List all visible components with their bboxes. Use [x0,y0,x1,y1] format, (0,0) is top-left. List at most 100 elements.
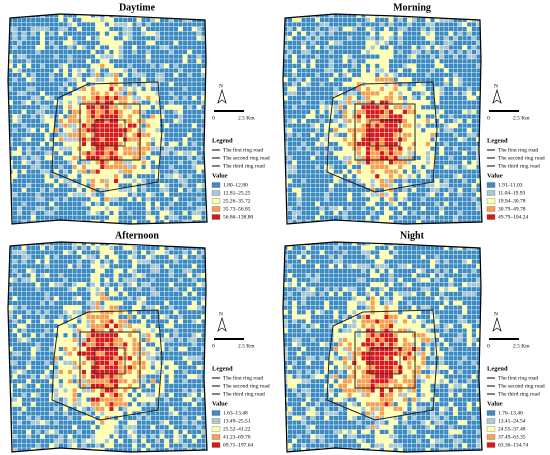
grid-cell [178,118,183,124]
grid-cell [76,424,82,430]
grid-cell [40,277,45,283]
grid-cell [196,91,202,96]
grid-cell [407,150,412,156]
grid-cell [63,397,68,403]
grid-cell [30,273,36,278]
grid-cell [81,109,87,115]
scale-label: 0 [487,115,490,121]
grid-cell [99,118,105,124]
grid-cell [379,127,385,133]
grid-cell [44,420,50,426]
grid-cell [26,374,32,380]
grid-cell [338,104,343,110]
grid-cell [356,72,362,78]
grid-cell [182,183,188,188]
grid-cell [44,443,50,449]
grid-cell [443,100,449,106]
grid-cell [168,72,174,78]
grid-cell [35,173,41,179]
grid-cell [201,225,206,230]
grid-cell [384,210,389,216]
grid-cell [49,406,55,412]
grid-cell [407,201,412,207]
grid-cell [296,63,302,69]
grid-cell [81,424,87,430]
grid-cell [164,14,170,18]
grid-cell [351,196,357,202]
grid-cell [30,388,36,393]
grid-cell [30,434,36,439]
grid-cell [67,397,73,403]
grid-cell [159,219,165,224]
grid-cell [118,178,124,184]
grid-cell [379,81,385,87]
grid-cell [49,259,55,265]
grid-cell [26,291,32,297]
grid-cell [63,268,68,274]
grid-cell [8,420,13,426]
grid-cell [347,160,353,165]
grid-cell [453,22,458,27]
grid-cell [338,63,343,69]
grid-cell [196,206,202,211]
grid-cell [63,374,68,380]
grid-cell [365,95,371,101]
grid-cell [393,72,399,78]
grid-cell [122,35,128,41]
grid-cell [118,146,124,152]
grid-cell [457,210,463,216]
grid-cell [63,100,68,106]
grid-cell [67,277,73,283]
grid-cell [81,296,87,301]
grid-cell [453,215,458,221]
grid-cell [187,123,193,129]
grid-cell [12,259,18,265]
grid-cell [296,132,302,138]
grid-cell [287,118,293,124]
grid-cell [40,210,45,216]
grid-cell [30,118,36,124]
grid-cell [338,54,343,60]
grid-cell [196,35,202,41]
grid-cell [99,81,105,87]
grid-cell [439,137,445,142]
grid-cell [407,132,412,138]
grid-cell [12,63,18,69]
grid-cell [63,254,68,260]
grid-cell [296,26,302,32]
grid-cell [76,68,82,73]
grid-cell [296,109,302,115]
grid-cell [324,187,330,193]
grid-cell [12,31,18,37]
grid-cell [99,160,105,165]
grid-cell [420,35,426,41]
grid-cell [434,118,440,124]
grid-cell [347,109,353,115]
grid-cell [397,173,403,179]
grid-cell [136,123,142,129]
grid-cell [457,45,463,50]
grid-cell [168,14,174,18]
grid-cell [191,141,197,147]
grid-cell [168,206,174,211]
grid-cell [347,22,353,27]
grid-cell [132,45,137,50]
grid-cell [187,187,193,193]
grid-cell [434,40,440,46]
grid-cell [173,123,179,129]
road-label: The second ring road [498,155,545,161]
grid-cell [21,328,27,334]
grid-cell [127,45,133,50]
grid-cell [416,86,422,92]
grid-cell [99,164,105,170]
grid-cell [430,26,435,32]
grid-cell [178,54,183,60]
grid-cell [49,420,55,426]
grid-cell [49,86,55,92]
grid-cell [58,346,64,352]
grid-cell [342,45,348,50]
grid-cell [393,150,399,156]
grid-cell [104,86,110,92]
grid-cell [151,225,156,230]
grid-cell [338,40,343,46]
